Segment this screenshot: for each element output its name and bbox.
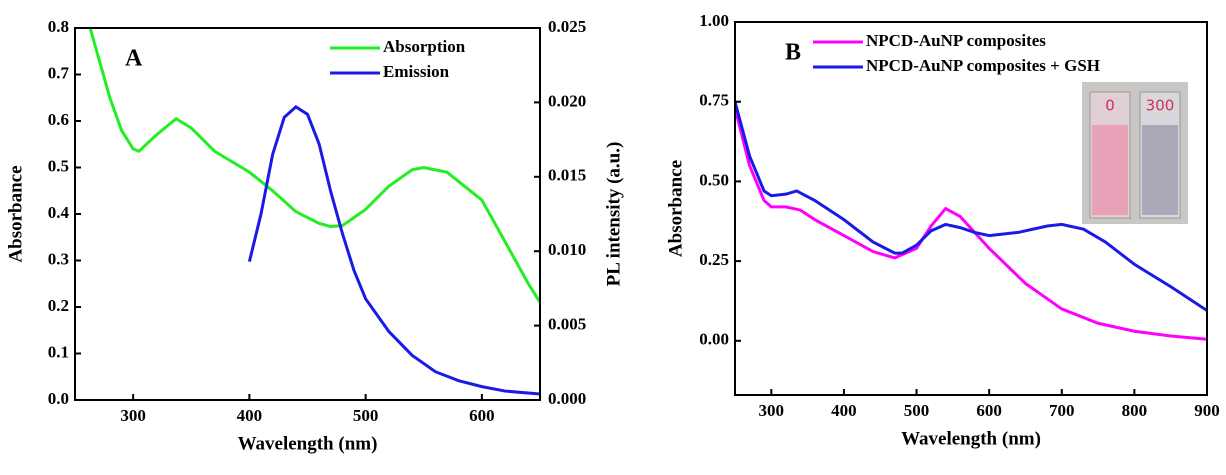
x-tick-label: 800: [1122, 401, 1148, 420]
panel-label: A: [125, 46, 143, 72]
legend-label: NPCD-AuNP composites: [866, 31, 1046, 50]
y-tick-label: 0.1: [48, 342, 69, 361]
y-tick-label: 0.4: [48, 203, 70, 222]
y-tick-label: 0.8: [48, 17, 69, 36]
y-tick-label: 0.7: [48, 63, 70, 82]
x-tick-label: 300: [759, 401, 785, 420]
y2-tick-label: 0.020: [548, 91, 586, 110]
data-line: [247, 104, 540, 396]
legend-label: NPCD-AuNP composites + GSH: [866, 56, 1100, 75]
x-tick-label: 700: [1049, 401, 1075, 420]
panel-label: B: [785, 40, 801, 66]
y-tick-label: 0.3: [48, 249, 69, 268]
legend-label: Absorption: [383, 37, 466, 56]
y-tick-label: 0.5: [48, 156, 69, 175]
y-tick-label: 0.6: [48, 110, 69, 129]
y2-axis-label: PL intensity (a.u.): [603, 142, 624, 287]
x-tick-label: 600: [976, 401, 1002, 420]
y-tick-label: 0.2: [48, 296, 69, 315]
x-axis-label: Wavelength (nm): [901, 428, 1041, 449]
y2-tick-label: 0.000: [548, 389, 586, 408]
plot-frame: [734, 21, 1208, 396]
y2-tick-label: 0.025: [548, 17, 586, 36]
y-tick-label: 0.00: [699, 330, 729, 349]
y-tick-label: 0.0: [48, 389, 69, 408]
inset-label: 0: [1105, 97, 1115, 115]
inset-label: 300: [1146, 97, 1175, 115]
y-tick-label: 0.25: [699, 250, 729, 269]
data-line: [88, 28, 540, 304]
x-tick-label: 500: [904, 401, 930, 420]
legend-label: Emission: [383, 62, 450, 81]
x-tick-label: 300: [120, 406, 146, 425]
data-line: [735, 107, 1207, 341]
y-tick-label: 0.50: [699, 170, 729, 189]
x-tick-label: 400: [831, 401, 857, 420]
y-tick-label: 0.75: [699, 91, 729, 110]
plot-frame: [74, 27, 541, 401]
y-axis-label: Absorbance: [665, 160, 686, 257]
y2-tick-label: 0.005: [548, 315, 586, 334]
y2-tick-label: 0.010: [548, 240, 586, 259]
x-tick-label: 400: [237, 406, 263, 425]
y-tick-label: 1.00: [699, 11, 729, 30]
inset-photo: [1082, 82, 1188, 224]
y-axis-label: Absorbance: [5, 165, 26, 262]
x-tick-label: 500: [353, 406, 379, 425]
y2-tick-label: 0.015: [548, 166, 586, 185]
data-line: [735, 101, 1207, 312]
x-tick-label: 600: [469, 406, 495, 425]
x-axis-label: Wavelength (nm): [238, 433, 378, 454]
x-tick-label: 900: [1194, 401, 1220, 420]
